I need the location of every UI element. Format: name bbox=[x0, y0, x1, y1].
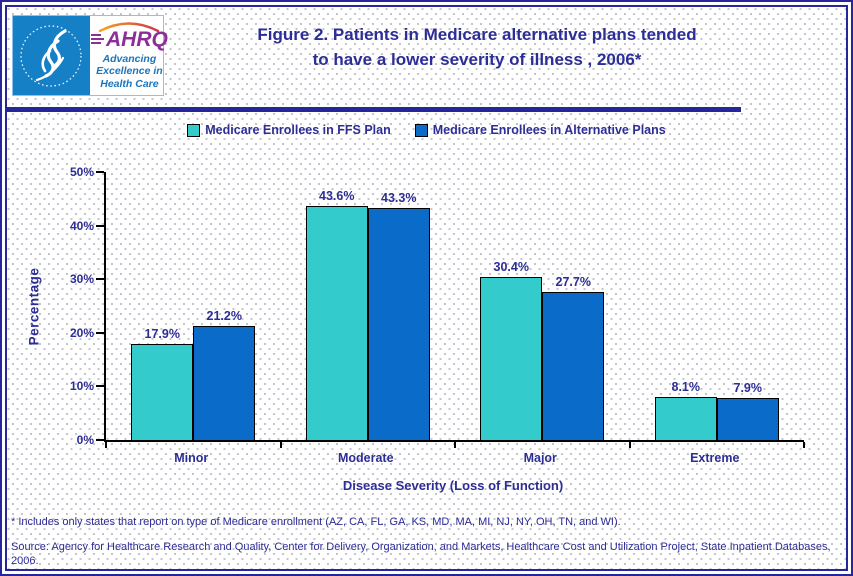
rainbow-arc-icon bbox=[99, 22, 160, 32]
y-tick bbox=[96, 331, 104, 334]
legend-label: Medicare Enrollees in Alternative Plans bbox=[432, 123, 666, 137]
legend-swatch-icon bbox=[414, 123, 428, 137]
y-tick bbox=[96, 385, 104, 388]
chart-legend: Medicare Enrollees in FFS Plan Medicare E… bbox=[2, 123, 851, 137]
x-axis-tick bbox=[279, 442, 282, 448]
y-tick-label: 20% bbox=[69, 325, 94, 340]
bar: 17.9% bbox=[131, 327, 194, 440]
x-axis-tick bbox=[628, 442, 631, 448]
speed-lines-icon bbox=[91, 34, 104, 45]
bar: 8.1% bbox=[654, 380, 717, 440]
legend-item-2: Medicare Enrollees in Alternative Plans bbox=[414, 123, 666, 137]
y-tick bbox=[96, 439, 104, 441]
ahrq-abbr: AHRQ bbox=[106, 27, 168, 51]
category-label-extreme: Extreme bbox=[690, 451, 740, 465]
bar: 7.9% bbox=[716, 381, 779, 440]
bar-value-label: 43.6% bbox=[319, 189, 355, 204]
bar-value-label: 27.7% bbox=[555, 274, 591, 289]
x-axis-tick bbox=[803, 442, 805, 448]
figure-title-line1: Figure 2. Patients in Medicare alternati… bbox=[257, 25, 697, 44]
y-tick bbox=[96, 224, 104, 227]
y-tick-label: 0% bbox=[76, 433, 94, 447]
hhs-seal-icon bbox=[13, 16, 90, 95]
figure-title-line2: to have a lower severity of illness , 20… bbox=[312, 50, 642, 69]
ahrq-tagline: Advancing Excellence in Health Care bbox=[96, 52, 163, 90]
category-label-moderate: Moderate bbox=[337, 451, 394, 465]
bar: 43.6% bbox=[305, 189, 368, 440]
category-label-major: Major bbox=[523, 451, 557, 465]
footnote-states: * Includes only states that report on ty… bbox=[11, 516, 621, 528]
ahrq-wordmark: AHRQ Advancing Excellence in Health Care bbox=[90, 16, 169, 95]
bar-value-label: 43.3% bbox=[381, 190, 417, 205]
bar: 27.7% bbox=[542, 275, 605, 440]
x-category-row: Minor Moderate Major Extreme bbox=[104, 451, 802, 465]
bar: 21.2% bbox=[193, 309, 256, 440]
bar-value-label: 30.4% bbox=[493, 260, 529, 275]
figure-title: Figure 2. Patients in Medicare alternati… bbox=[177, 22, 777, 72]
bar: 43.3% bbox=[367, 191, 430, 440]
bar-group-minor: 17.9% 21.2% bbox=[106, 172, 281, 440]
category-label-minor: Minor bbox=[174, 451, 209, 465]
y-tick bbox=[96, 278, 104, 281]
header-divider bbox=[7, 107, 741, 112]
x-axis-tick bbox=[105, 442, 107, 448]
footnote-source: Source: Agency for Healthcare Research a… bbox=[11, 541, 831, 567]
y-tick-label: 50% bbox=[69, 165, 94, 179]
bar: 30.4% bbox=[480, 260, 543, 440]
bar-value-label: 7.9% bbox=[733, 380, 763, 395]
y-tick-label: 10% bbox=[69, 379, 94, 394]
bar-group-extreme: 8.1% 7.9% bbox=[630, 172, 805, 440]
legend-item-1: Medicare Enrollees in FFS Plan bbox=[187, 123, 391, 137]
x-axis-tick bbox=[454, 442, 456, 448]
bar-group-moderate: 43.6% 43.3% bbox=[281, 172, 456, 440]
y-tick bbox=[96, 171, 104, 173]
x-axis-title: Disease Severity (Loss of Function) bbox=[342, 478, 564, 493]
y-tick-label: 30% bbox=[69, 272, 94, 287]
ahrq-logo: AHRQ Advancing Excellence in Health Care bbox=[12, 15, 168, 96]
bar-group-major: 30.4% 27.7% bbox=[455, 172, 630, 440]
y-axis-title: Percentage bbox=[26, 267, 42, 345]
bar-value-label: 17.9% bbox=[144, 327, 180, 342]
legend-swatch-icon bbox=[187, 123, 201, 137]
legend-label: Medicare Enrollees in FFS Plan bbox=[205, 123, 391, 137]
y-tick-label: 40% bbox=[69, 218, 94, 233]
bar-value-label: 8.1% bbox=[671, 379, 701, 394]
plot-area: 17.9% 21.2% 43.6% 43.3% 30.4% 27.7% 8.1% 7.9% bbox=[104, 172, 805, 448]
bar-value-label: 21.2% bbox=[206, 309, 242, 324]
